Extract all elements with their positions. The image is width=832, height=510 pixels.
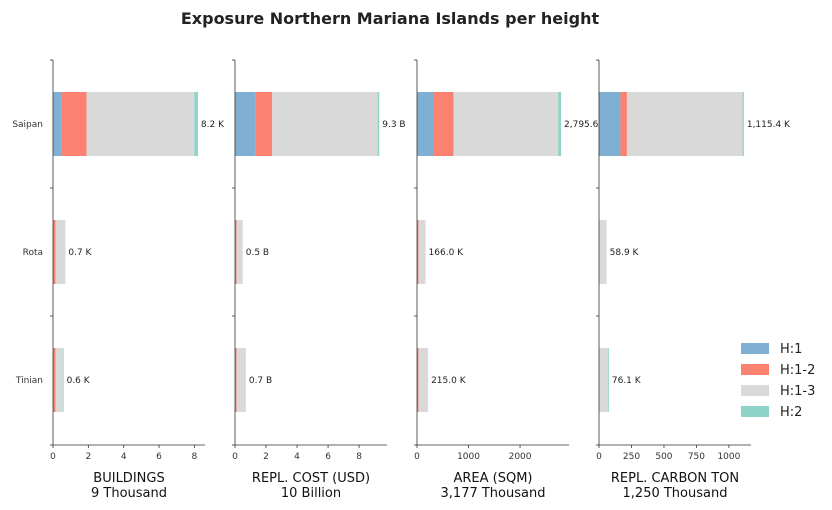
total-label-tinian: 215.0 K	[431, 376, 467, 386]
panel-1: 8.2 K 0.7 K 0.6 K Saipan Rota Tinian 0 2 4 6 8 BUIL…	[12, 59, 225, 501]
x-tick-label: 1000	[717, 452, 740, 462]
bar-saipan-h-2	[558, 92, 562, 156]
total-label-saipan: 8.2 K	[201, 120, 225, 130]
x-tick-label: 4	[294, 452, 300, 462]
bar-saipan-h-1-3	[86, 92, 195, 156]
total-label-rota: 58.9 K	[610, 248, 640, 258]
bar-tinian-h-1-3	[599, 348, 609, 412]
bar-saipan-h-1-2	[620, 92, 627, 156]
panel-4: 1,115.4 K 58.9 K 76.1 K 0 250 500 750 1000 REPL.…	[596, 59, 791, 501]
bar-rota-h-1-3	[236, 220, 243, 284]
bar-saipan-h-1-2	[255, 92, 273, 156]
bar-tinian-h-1-2	[417, 348, 419, 412]
legend-swatch-h-1-3	[741, 385, 769, 396]
total-label-saipan: 2,795.6	[564, 120, 599, 130]
chart-panels: 8.2 K 0.7 K 0.6 K Saipan Rota Tinian 0 2 4 6 8 BUIL…	[12, 59, 791, 501]
x-tick-label: 1000	[457, 452, 480, 462]
legend-swatch-h-2	[741, 406, 769, 417]
x-tick-label: 8	[192, 452, 198, 462]
bar-saipan-h-1-3	[272, 92, 378, 156]
total-label-tinian: 0.6 K	[67, 376, 91, 386]
panel-3: 2,795.6 166.0 K 215.0 K 0 1000 2000 AREA (SQM)…	[414, 59, 599, 501]
x-tick-label: 0	[232, 452, 238, 462]
x-axis-sublabel: 9 Thousand	[91, 486, 167, 501]
x-tick-label: 6	[156, 452, 162, 462]
panel-2: 9.3 B 0.5 B 0.7 B 0 2 4 6 8 REPL. COST (USD)10 B…	[232, 59, 406, 501]
total-label-saipan: 1,115.4 K	[747, 120, 791, 130]
bar-tinian-h-1-2	[235, 348, 237, 412]
total-label-saipan: 9.3 B	[382, 120, 405, 130]
legend-label-h-1: H:1	[780, 342, 802, 357]
x-axis-sublabel: 3,177 Thousand	[441, 486, 546, 501]
bar-saipan-h-2	[742, 92, 744, 156]
x-axis-label: AREA (SQM)	[453, 471, 532, 486]
chart-legend: H:1 H:1-2 H:1-3 H:2	[741, 342, 815, 420]
x-tick-label: 2000	[509, 452, 532, 462]
total-label-rota: 0.5 B	[246, 248, 269, 258]
x-axis-sublabel: 10 Billion	[281, 486, 341, 501]
bar-tinian-h-1-3	[236, 348, 246, 412]
bar-saipan-h-2	[194, 92, 198, 156]
bar-saipan-h-1	[235, 92, 256, 156]
bar-rota-h-1-2	[417, 220, 419, 284]
bar-saipan-h-1-3	[453, 92, 559, 156]
bar-tinian-h-1-3	[418, 348, 429, 412]
legend-label-h-2: H:2	[780, 405, 802, 420]
category-label-rota: Rota	[23, 248, 43, 258]
x-tick-label: 2	[85, 452, 91, 462]
x-tick-label: 0	[414, 452, 420, 462]
bar-tinian-h-2	[62, 348, 64, 412]
x-axis-label: REPL. COST (USD)	[252, 471, 370, 486]
bar-rota-h-1-3	[418, 220, 426, 284]
total-label-tinian: 0.7 B	[249, 376, 272, 386]
bar-tinian-h-2	[608, 348, 609, 412]
legend-swatch-h-1	[741, 343, 769, 354]
x-axis-sublabel: 1,250 Thousand	[623, 486, 728, 501]
chart-title: Exposure Northern Mariana Islands per he…	[181, 9, 600, 28]
bar-saipan-h-1-3	[626, 92, 743, 156]
x-axis-label: REPL. CARBON TON	[611, 471, 739, 486]
x-tick-label: 750	[688, 452, 705, 462]
x-tick-label: 8	[356, 452, 362, 462]
total-label-rota: 166.0 K	[429, 248, 465, 258]
total-label-tinian: 76.1 K	[612, 376, 642, 386]
bar-saipan-h-2	[377, 92, 380, 156]
bar-saipan-h-1	[417, 92, 434, 156]
category-label-saipan: Saipan	[12, 120, 43, 130]
bar-rota-h-1-2	[53, 220, 56, 284]
total-label-rota: 0.7 K	[68, 248, 92, 258]
x-tick-label: 0	[50, 452, 56, 462]
bar-saipan-h-1-2	[433, 92, 454, 156]
bar-tinian-h-1-2	[53, 348, 56, 412]
category-label-tinian: Tinian	[15, 376, 43, 386]
bar-rota-h-1-3	[599, 220, 607, 284]
bar-saipan-h-1	[53, 92, 62, 156]
bar-saipan-h-1	[599, 92, 621, 156]
x-tick-label: 0	[596, 452, 602, 462]
bar-rota-h-1-3	[55, 220, 66, 284]
x-tick-label: 250	[623, 452, 640, 462]
legend-label-h-1-2: H:1-2	[780, 363, 815, 378]
bar-saipan-h-1-2	[61, 92, 87, 156]
x-tick-label: 500	[655, 452, 672, 462]
legend-label-h-1-3: H:1-3	[780, 384, 815, 399]
x-tick-label: 4	[121, 452, 127, 462]
x-tick-label: 6	[325, 452, 331, 462]
legend-swatch-h-1-2	[741, 364, 769, 375]
bar-rota-h-1-2	[235, 220, 237, 284]
bar-tinian-h-1-3	[55, 348, 63, 412]
x-tick-label: 2	[263, 452, 269, 462]
x-axis-label: BUILDINGS	[93, 471, 164, 486]
